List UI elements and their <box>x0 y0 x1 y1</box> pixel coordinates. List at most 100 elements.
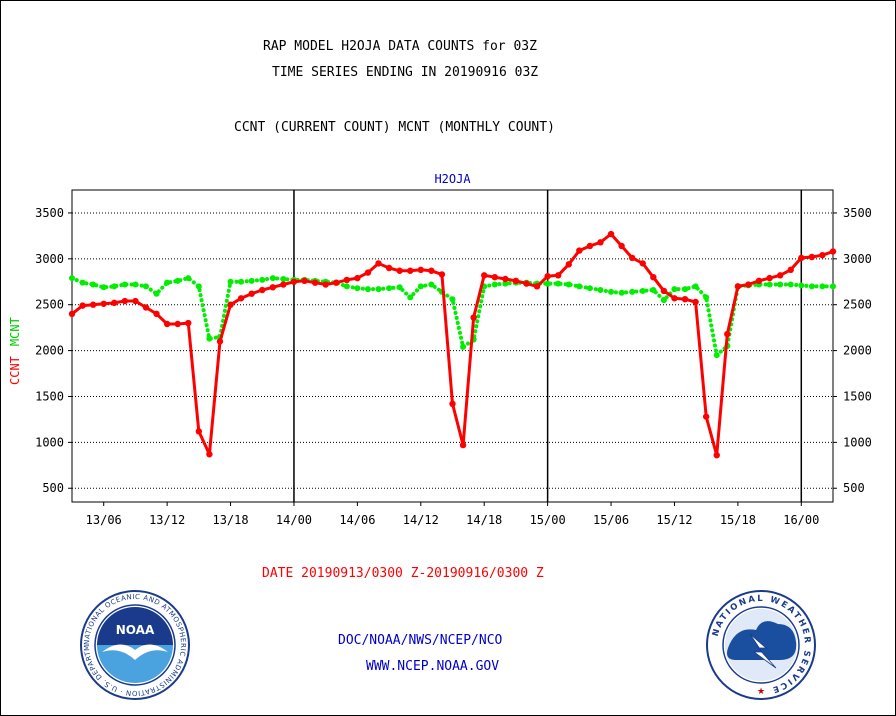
x-tick-label: 16/00 <box>783 513 819 527</box>
data-point-mcnt <box>660 297 667 304</box>
data-point-mcnt <box>269 275 276 282</box>
data-point-ccnt <box>354 274 361 282</box>
data-point-ccnt <box>586 242 594 250</box>
data-point-ccnt <box>776 272 784 279</box>
data-point-mcnt <box>248 277 255 284</box>
y-tick-label-left: 1500 <box>35 389 64 403</box>
date-range: DATE 20190913/0300 Z-20190916/0300 Z <box>262 566 544 581</box>
data-point-ccnt <box>438 271 446 278</box>
data-point-ccnt <box>724 330 731 338</box>
data-point-ccnt <box>660 287 668 295</box>
data-point-ccnt <box>396 267 403 274</box>
data-point-ccnt <box>576 247 583 254</box>
x-tick-label: 13/12 <box>149 513 185 527</box>
data-point-mcnt <box>121 281 128 288</box>
data-point-ccnt <box>280 281 287 288</box>
data-point-ccnt <box>142 304 150 311</box>
data-point-ccnt <box>702 413 710 420</box>
data-point-ccnt <box>227 301 234 308</box>
data-point-ccnt <box>290 278 298 285</box>
org-text: DOC/NOAA/NWS/NCEP/NCO <box>338 633 503 648</box>
y-axis-label-mcnt: MCNT <box>8 317 22 346</box>
data-point-ccnt <box>481 272 488 279</box>
data-point-ccnt <box>343 276 351 284</box>
data-point-ccnt <box>385 264 393 272</box>
data-point-ccnt <box>787 266 794 274</box>
data-point-mcnt <box>798 282 805 289</box>
data-point-mcnt <box>565 281 572 288</box>
data-point-mcnt <box>111 283 118 290</box>
data-point-mcnt <box>777 281 784 288</box>
data-point-ccnt <box>237 295 245 302</box>
data-point-ccnt <box>681 296 689 303</box>
data-point-ccnt <box>428 267 435 274</box>
data-point-ccnt <box>132 297 139 305</box>
data-point-mcnt <box>343 283 350 290</box>
series-line-mcnt <box>70 275 835 360</box>
data-point-ccnt <box>829 248 837 255</box>
data-point-mcnt <box>90 281 97 288</box>
data-point-mcnt <box>692 283 699 290</box>
data-point-ccnt <box>364 269 372 276</box>
y-tick-label-right: 2500 <box>843 298 872 312</box>
data-point-ccnt <box>301 277 308 285</box>
data-point-mcnt <box>206 335 213 342</box>
data-point-mcnt <box>396 284 403 291</box>
data-point-ccnt <box>449 400 456 408</box>
data-point-ccnt <box>650 273 657 281</box>
url-link[interactable]: WWW.NCEP.NOAA.GOV <box>366 659 500 674</box>
data-point-ccnt <box>89 301 97 308</box>
data-point-mcnt <box>375 286 382 293</box>
data-point-mcnt <box>79 279 86 286</box>
y-tick-label-left: 2500 <box>35 298 64 312</box>
data-point-ccnt <box>512 277 520 285</box>
data-point-ccnt <box>798 254 805 262</box>
data-point-ccnt <box>671 295 678 302</box>
data-point-ccnt <box>618 242 625 250</box>
data-point-ccnt <box>491 273 498 281</box>
x-tick-label: 14/06 <box>339 513 375 527</box>
data-point-ccnt <box>68 310 76 318</box>
data-point-ccnt <box>502 275 509 283</box>
data-point-mcnt <box>576 283 583 290</box>
data-point-mcnt <box>164 279 171 286</box>
data-point-ccnt <box>713 452 720 459</box>
data-point-ccnt <box>459 441 467 449</box>
data-point-mcnt <box>597 287 604 294</box>
data-point-ccnt <box>597 239 604 246</box>
data-point-ccnt <box>734 283 742 290</box>
data-point-mcnt <box>238 278 245 285</box>
data-point-ccnt <box>174 320 181 328</box>
data-point-ccnt <box>639 260 646 267</box>
data-point-ccnt <box>470 314 477 321</box>
nws-logo: NATIONAL WEATHER SERVICE ★ <box>706 590 816 700</box>
data-point-mcnt <box>502 280 509 287</box>
data-point-ccnt <box>100 300 107 307</box>
data-point-mcnt <box>703 294 710 301</box>
data-point-mcnt <box>629 288 636 295</box>
data-point-mcnt <box>174 277 181 284</box>
data-point-mcnt <box>417 283 424 290</box>
noaa-logo: NATIONAL OCEANIC AND ATMOSPHERIC ADMINIS… <box>80 590 190 700</box>
data-point-mcnt <box>544 280 551 287</box>
series-line-ccnt <box>71 232 834 457</box>
data-point-mcnt <box>787 281 794 288</box>
svg-text:★: ★ <box>757 687 765 697</box>
data-point-mcnt <box>428 281 435 288</box>
data-point-ccnt <box>248 290 255 297</box>
data-point-ccnt <box>206 451 213 458</box>
data-point-ccnt <box>79 302 86 309</box>
data-point-mcnt <box>671 286 678 293</box>
data-point-ccnt <box>745 281 752 288</box>
series-description: CCNT (CURRENT COUNT) MCNT (MONTHLY COUNT… <box>234 120 555 135</box>
data-point-mcnt <box>639 287 646 294</box>
x-tick-label: 14/00 <box>276 513 312 527</box>
data-point-mcnt <box>142 283 149 290</box>
data-point-ccnt <box>544 273 551 280</box>
data-point-mcnt <box>460 343 467 350</box>
data-point-ccnt <box>216 338 224 345</box>
data-point-ccnt <box>565 261 572 268</box>
x-tick-label: 15/06 <box>593 513 629 527</box>
y-axis-label: CCNT MCNT <box>8 317 22 385</box>
